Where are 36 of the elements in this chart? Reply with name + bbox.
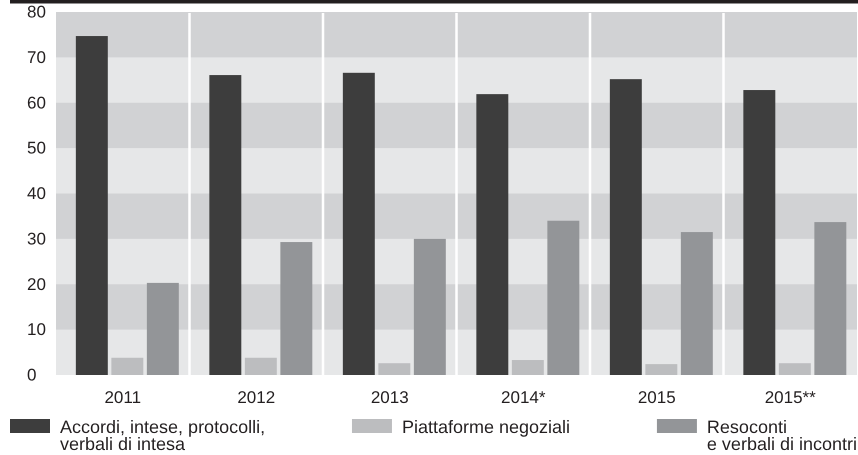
bar	[610, 79, 642, 375]
bar	[111, 358, 144, 375]
bar	[414, 238, 446, 375]
x-tick-label: 2015	[638, 388, 676, 407]
bar	[680, 232, 713, 375]
bar	[378, 363, 410, 375]
y-tick-label: 20	[27, 274, 46, 294]
y-tick-label: 60	[27, 93, 46, 112]
legend-label: Piattaforme negoziali	[402, 417, 570, 437]
x-tick-label: 2013	[370, 388, 409, 407]
bar	[743, 90, 776, 375]
y-tick-label: 0	[27, 366, 36, 384]
bar	[209, 75, 242, 375]
bar	[645, 364, 678, 375]
bar	[547, 220, 580, 375]
y-tick-label: 80	[27, 2, 46, 22]
bar	[476, 94, 508, 375]
bar	[244, 358, 277, 375]
y-tick-label: 70	[27, 48, 46, 67]
bar	[814, 222, 846, 375]
y-tick-label: 10	[27, 320, 46, 340]
bar	[146, 282, 179, 375]
x-tick-label: 2014*	[501, 388, 546, 407]
x-tick-label: 2012	[237, 388, 276, 407]
x-tick-label: 2011	[104, 388, 142, 407]
y-tick-label: 50	[27, 138, 46, 158]
legend-label: Accordi, intese, protocolli, verbali di intesa	[60, 417, 266, 454]
legend-label: Resoconti e verbali di incontri	[706, 417, 857, 454]
bar	[280, 242, 312, 375]
y-tick-label: 40	[27, 184, 46, 203]
bar	[76, 36, 108, 375]
y-tick-label: 30	[27, 229, 46, 248]
bar	[342, 72, 375, 375]
x-tick-label: 2015**	[764, 388, 816, 407]
bar	[778, 363, 811, 375]
bar	[512, 360, 544, 375]
